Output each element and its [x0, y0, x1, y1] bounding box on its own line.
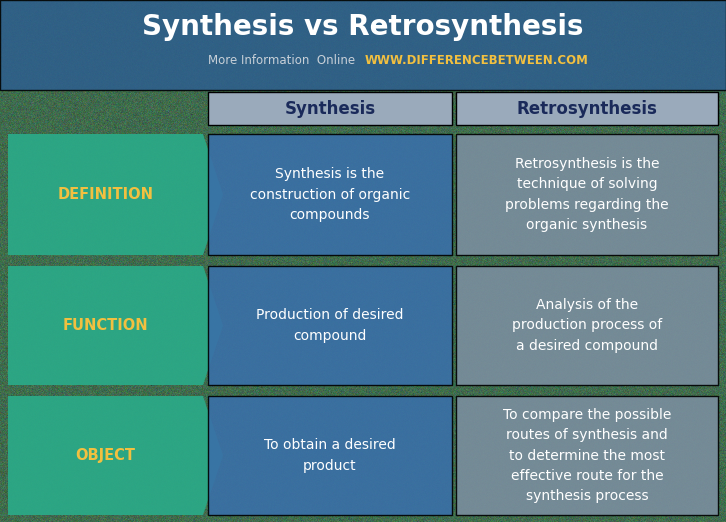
Polygon shape — [8, 134, 223, 255]
Text: OBJECT: OBJECT — [76, 448, 136, 463]
Text: Analysis of the
production process of
a desired compound: Analysis of the production process of a … — [512, 299, 662, 352]
Text: Synthesis: Synthesis — [285, 100, 375, 117]
Text: Production of desired
compound: Production of desired compound — [256, 309, 404, 342]
FancyBboxPatch shape — [208, 92, 452, 125]
FancyBboxPatch shape — [208, 134, 452, 255]
Text: To compare the possible
routes of synthesis and
to determine the most
effective : To compare the possible routes of synthe… — [503, 408, 672, 503]
Text: WWW.DIFFERENCEBETWEEN.COM: WWW.DIFFERENCEBETWEEN.COM — [365, 53, 589, 66]
FancyBboxPatch shape — [456, 92, 718, 125]
Text: FUNCTION: FUNCTION — [62, 318, 148, 333]
Text: Synthesis is the
construction of organic
compounds: Synthesis is the construction of organic… — [250, 168, 410, 221]
FancyBboxPatch shape — [456, 134, 718, 255]
FancyBboxPatch shape — [208, 396, 452, 515]
FancyBboxPatch shape — [0, 0, 726, 90]
FancyBboxPatch shape — [456, 266, 718, 385]
Text: To obtain a desired
product: To obtain a desired product — [264, 438, 396, 472]
Text: Retrosynthesis is the
technique of solving
problems regarding the
organic synthe: Retrosynthesis is the technique of solvi… — [505, 158, 669, 232]
Text: DEFINITION: DEFINITION — [57, 187, 153, 202]
Text: Retrosynthesis: Retrosynthesis — [517, 100, 658, 117]
Text: Synthesis vs Retrosynthesis: Synthesis vs Retrosynthesis — [142, 13, 584, 41]
Text: More Information  Online: More Information Online — [208, 53, 363, 66]
FancyBboxPatch shape — [456, 396, 718, 515]
Polygon shape — [8, 266, 223, 385]
Polygon shape — [8, 396, 223, 515]
FancyBboxPatch shape — [208, 266, 452, 385]
